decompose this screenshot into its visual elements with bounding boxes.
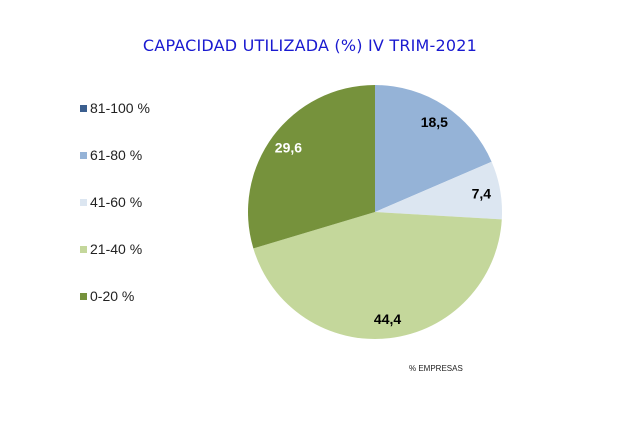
legend-item: 61-80 % (80, 147, 142, 163)
pie-slice-41-60 (375, 161, 502, 220)
legend-item: 21-40 % (80, 241, 142, 257)
data-label: 18,5 (421, 114, 448, 130)
legend-label: 21-40 % (90, 241, 143, 257)
legend-label: 41-60 % (90, 194, 143, 210)
data-label: 29,6 (275, 140, 302, 156)
legend-swatch (80, 292, 87, 300)
axis-label: % EMPRESAS (409, 364, 463, 373)
pie-slice-21-40 (253, 212, 502, 339)
legend-label: 61-80 % (90, 147, 143, 163)
legend-swatch (80, 104, 87, 112)
legend-label: 81-100 % (90, 100, 150, 116)
chart-title: CAPACIDAD UTILIZADA (%) IV TRIM-2021 (142, 36, 478, 55)
legend-item: 81-100 % (80, 100, 150, 116)
pie-slice-0-20 (247, 85, 375, 249)
pie-slice-61-80 (375, 85, 492, 212)
data-label: 44,4 (374, 311, 401, 327)
legend-label: 0-20 % (90, 288, 135, 304)
legend-item: 41-60 % (80, 194, 142, 210)
legend-swatch (80, 198, 87, 206)
data-label: 7,4 (472, 185, 492, 201)
legend-item: 0-20 % (80, 288, 134, 304)
legend-swatch (80, 151, 87, 159)
legend-swatch (80, 245, 87, 253)
